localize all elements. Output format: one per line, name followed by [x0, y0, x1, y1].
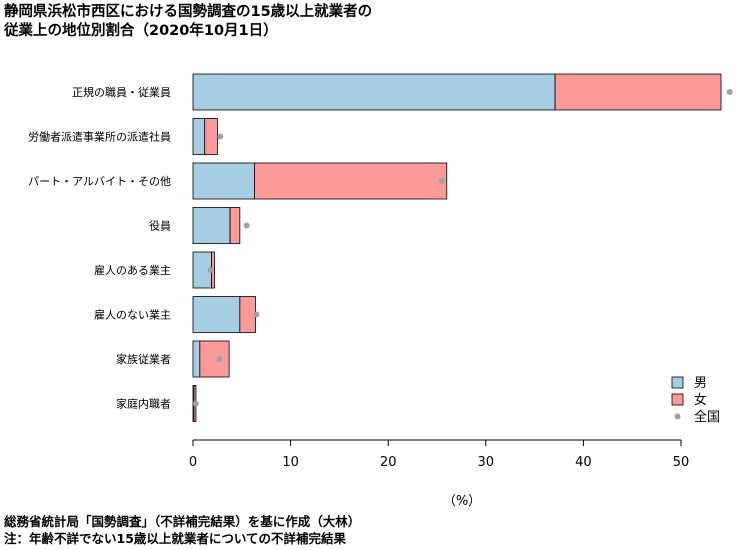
legend-label-male: 男	[694, 376, 707, 391]
bars-layer	[192, 73, 722, 422]
category-label-4: 雇人のある業主	[94, 263, 171, 277]
x-tick-label-2: 20	[380, 455, 397, 470]
category-label-6: 家族従業者	[116, 352, 171, 366]
legend-swatch-female	[671, 393, 684, 406]
category-label-0: 正規の職員・従業員	[72, 85, 171, 99]
bar-female-0	[554, 73, 722, 111]
x-tick-label-5: 50	[673, 455, 690, 470]
legend-swatch-male	[671, 376, 684, 389]
category-label-1: 労働者派遣事業所の派遣社員	[28, 130, 171, 144]
national-point-5	[253, 311, 260, 318]
category-label-3: 役員	[149, 219, 171, 233]
bar-female-6	[199, 340, 230, 378]
category-label-7: 家庭内職者	[116, 397, 171, 411]
footnote: 注：年齢不詳でない15歳以上就業者についての不詳補完結果	[4, 531, 347, 546]
bar-female-2	[254, 162, 448, 200]
bar-female-1	[204, 118, 218, 155]
chart-title: 静岡県浜松市西区における国勢調査の15歳以上就業者の 従業上の地位別割合（202…	[4, 3, 372, 41]
bar-male-5	[192, 296, 241, 333]
title-line-2: 従業上の地位別割合（2020年10月1日）	[4, 23, 278, 39]
legend-swatch-national	[674, 413, 681, 420]
national-point-2	[438, 178, 445, 184]
bar-male-1	[192, 118, 206, 155]
bar-male-2	[192, 162, 255, 200]
x-axis-label: （%）	[443, 494, 481, 509]
bar-male-3	[192, 207, 231, 244]
national-point-7	[192, 400, 199, 407]
bar-male-6	[192, 340, 201, 378]
national-point-1	[217, 133, 224, 140]
x-tick-label-1: 10	[282, 455, 299, 470]
bar-male-0	[192, 73, 556, 111]
source-note: 総務省統計局「国勢調査」（不詳補完結果）を基に作成（大林）	[4, 514, 361, 529]
bar-female-5	[239, 296, 256, 333]
national-point-6	[216, 356, 223, 362]
legend-label-female: 女	[694, 392, 707, 408]
title-line-1: 静岡県浜松市西区における国勢調査の15歳以上就業者の	[4, 4, 373, 20]
national-points-layer	[192, 89, 733, 407]
x-tick-label-0: 0	[189, 455, 197, 470]
legend-label-national: 全国	[694, 409, 720, 425]
bar-female-3	[229, 207, 241, 244]
category-label-2: パート・アルバイト・その他	[28, 175, 171, 188]
category-labels: 正規の職員・従業員労働者派遣事業所の派遣社員パート・アルバイト・その他役員雇人の…	[28, 85, 171, 411]
x-tick-label-3: 30	[478, 455, 495, 470]
national-point-4	[207, 267, 214, 273]
national-point-3	[243, 222, 250, 229]
category-label-5: 雇人のない業主	[94, 308, 171, 322]
national-point-0	[726, 89, 733, 95]
x-axis: 0 10 20 30 40 50	[189, 439, 690, 470]
x-tick-label-4: 40	[575, 455, 592, 470]
